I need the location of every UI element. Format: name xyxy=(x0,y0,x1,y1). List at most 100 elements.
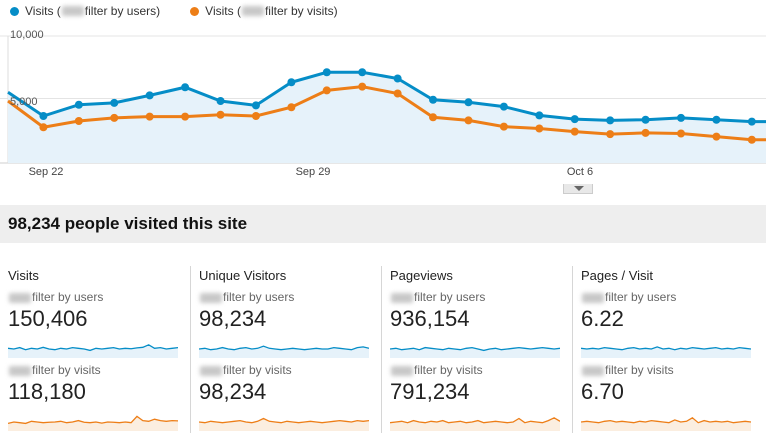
legend-dot-users xyxy=(10,6,19,16)
data-point-users xyxy=(676,113,685,122)
metric-title: Pageviews xyxy=(390,268,453,283)
x-tick-label: Oct 6 xyxy=(566,166,594,178)
segment-label: filter by visits xyxy=(199,363,292,377)
data-point-users xyxy=(358,68,367,77)
series-area-users xyxy=(8,72,766,163)
sparkline-area xyxy=(390,417,560,431)
segment-label: filter by users xyxy=(8,290,103,304)
sparkline xyxy=(8,344,178,358)
redacted-segment-name xyxy=(391,365,413,376)
data-point-users xyxy=(606,116,615,125)
segment-label: filter by users xyxy=(581,290,676,304)
data-point-visits xyxy=(216,110,225,119)
segment-label: filter by visits xyxy=(390,363,483,377)
data-point-visits xyxy=(145,112,154,121)
data-point-users xyxy=(712,115,721,124)
metric-card-visits[interactable]: Visits filter by users 150,406 filter by… xyxy=(0,266,180,433)
metric-value: 118,180 xyxy=(8,379,86,404)
sparkline xyxy=(199,417,369,431)
chart-resize-handle[interactable] xyxy=(563,184,593,194)
data-point-visits xyxy=(393,89,402,98)
data-point-visits xyxy=(535,124,544,133)
x-tick-label: Sep 22 xyxy=(28,166,64,178)
metric-value: 6.70 xyxy=(581,379,624,404)
sparkline xyxy=(581,346,751,358)
summary-banner: 98,234 people visited this site xyxy=(0,205,766,243)
data-point-visits xyxy=(641,128,650,137)
metric-card-pageviews[interactable]: Pageviews filter by users 936,154 filter… xyxy=(381,266,562,433)
data-point-users xyxy=(570,115,579,124)
data-point-users xyxy=(251,101,260,110)
sparkline-line xyxy=(8,344,178,352)
sparkline-line xyxy=(199,417,369,424)
sparkline xyxy=(581,417,751,431)
segment-label: filter by visits xyxy=(8,363,101,377)
legend-dot-visits xyxy=(190,6,200,16)
data-point-users xyxy=(322,68,331,77)
data-point-visits xyxy=(322,86,331,95)
sparkline xyxy=(390,346,560,358)
data-point-users xyxy=(535,111,544,120)
segment-label: filter by users xyxy=(390,290,485,304)
data-point-users xyxy=(429,95,438,104)
metric-title: Visits xyxy=(8,268,39,283)
legend-label-users-suffix: filter by users) xyxy=(84,4,161,18)
data-point-visits xyxy=(464,116,473,125)
data-point-visits xyxy=(570,127,579,136)
redacted-segment-name xyxy=(391,292,413,303)
legend-item-visits[interactable]: Visits ( filter by visits) xyxy=(190,4,338,18)
data-point-visits xyxy=(39,123,48,132)
sparkline-area xyxy=(390,347,560,358)
legend-label-visits-prefix: Visits ( xyxy=(205,4,241,18)
metric-value: 150,406 xyxy=(8,306,88,331)
metric-value: 98,234 xyxy=(199,306,267,331)
metric-value: 98,234 xyxy=(199,379,267,404)
segment-label: filter by visits xyxy=(581,363,674,377)
data-point-users xyxy=(499,102,508,111)
sparkline-line xyxy=(8,415,178,425)
segment-label: filter by users xyxy=(199,290,294,304)
sparkline xyxy=(8,415,178,431)
data-point-users xyxy=(641,115,650,124)
visits-line-chart: 10,000 5,000 Sep 22 Sep 29 Oct 6 xyxy=(0,22,766,194)
sparkline-line xyxy=(581,346,751,351)
redacted-segment-name xyxy=(582,365,604,376)
redacted-segment-name xyxy=(61,6,84,16)
data-point-users xyxy=(747,117,756,126)
data-point-users xyxy=(393,74,402,83)
data-point-users xyxy=(181,83,190,92)
data-point-visits xyxy=(251,112,260,120)
sparkline-area xyxy=(8,416,178,431)
sparkline xyxy=(199,345,369,358)
metric-card-unique-visitors[interactable]: Unique Visitors filter by users 98,234 f… xyxy=(190,266,371,433)
data-point-users xyxy=(74,100,83,109)
data-point-visits xyxy=(181,112,190,121)
sparkline-line xyxy=(581,417,751,424)
sparkline-line xyxy=(199,345,369,351)
data-point-visits xyxy=(287,103,296,112)
data-point-users xyxy=(464,98,473,107)
y-tick-label: 5,000 xyxy=(10,96,38,108)
metric-cards: Visits filter by users 150,406 filter by… xyxy=(0,260,766,433)
metric-value: 791,234 xyxy=(390,379,470,404)
redacted-segment-name xyxy=(241,6,264,16)
sparkline-line xyxy=(390,346,560,352)
metric-title: Pages / Visit xyxy=(581,268,654,283)
redacted-segment-name xyxy=(582,292,604,303)
data-point-visits xyxy=(606,130,615,139)
chart-legend: Visits ( filter by users) Visits ( filte… xyxy=(0,0,766,22)
metric-value: 6.22 xyxy=(581,306,624,331)
redacted-segment-name xyxy=(9,365,31,376)
data-point-users xyxy=(110,98,119,107)
summary-text: 98,234 people visited this site xyxy=(8,214,248,233)
metric-card-pages-per-visit[interactable]: Pages / Visit filter by users 6.22 filte… xyxy=(572,266,753,433)
redacted-segment-name xyxy=(9,292,31,303)
legend-item-users[interactable]: Visits ( filter by users) xyxy=(10,4,160,18)
data-point-users xyxy=(216,97,225,105)
data-point-users xyxy=(287,78,296,87)
x-tick-label: Sep 29 xyxy=(295,166,331,178)
data-point-visits xyxy=(676,129,685,138)
chevron-down-icon xyxy=(574,186,584,191)
data-point-visits xyxy=(429,113,438,122)
data-point-visits xyxy=(74,117,83,125)
